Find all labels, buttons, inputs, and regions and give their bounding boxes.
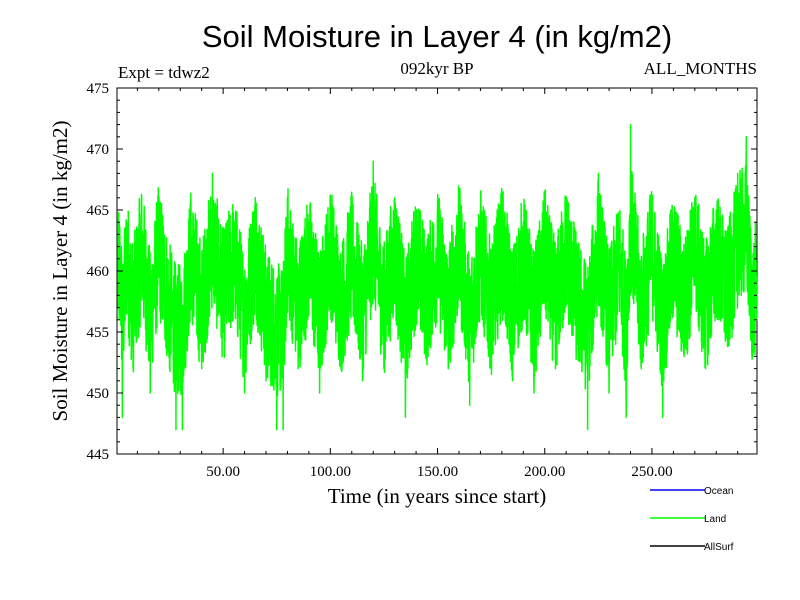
y-axis-label: Soil Moisture in Layer 4 (in kg/m2) bbox=[48, 121, 72, 422]
x-axis-label: Time (in years since start) bbox=[328, 484, 547, 508]
legend-item-allsurf: AllSurf bbox=[650, 542, 734, 553]
y-tick-label: 445 bbox=[87, 447, 110, 463]
y-tick-label: 465 bbox=[87, 203, 110, 219]
legend: Ocean Land AllSurf bbox=[650, 486, 734, 553]
expt-label: Expt = tdwz2 bbox=[118, 63, 210, 82]
x-tick-label: 150.00 bbox=[417, 464, 458, 480]
months-label: ALL_MONTHS bbox=[644, 59, 757, 78]
y-tick-label: 475 bbox=[87, 81, 110, 97]
x-tick-label: 100.00 bbox=[310, 464, 351, 480]
legend-item-land: Land bbox=[650, 514, 726, 525]
legend-label-ocean: Ocean bbox=[704, 486, 733, 497]
plot-area: 50.00 100.00 150.00 200.00 250.00 445 450 455 46… bbox=[87, 81, 758, 480]
legend-label-allsurf: AllSurf bbox=[704, 542, 734, 553]
y-tick-label: 450 bbox=[87, 386, 110, 402]
y-tick-label: 470 bbox=[87, 142, 110, 158]
y-tick-label: 455 bbox=[87, 325, 110, 341]
series-line-land bbox=[117, 123, 758, 431]
x-tick-label: 50.00 bbox=[206, 464, 240, 480]
legend-label-land: Land bbox=[704, 514, 726, 525]
x-tick-label: 250.00 bbox=[631, 464, 672, 480]
legend-item-ocean: Ocean bbox=[650, 486, 733, 497]
x-tick-label: 200.00 bbox=[524, 464, 565, 480]
y-tick-label: 460 bbox=[87, 264, 110, 280]
period-label: 092kyr BP bbox=[400, 59, 473, 78]
chart-title: Soil Moisture in Layer 4 (in kg/m2) bbox=[202, 19, 672, 54]
